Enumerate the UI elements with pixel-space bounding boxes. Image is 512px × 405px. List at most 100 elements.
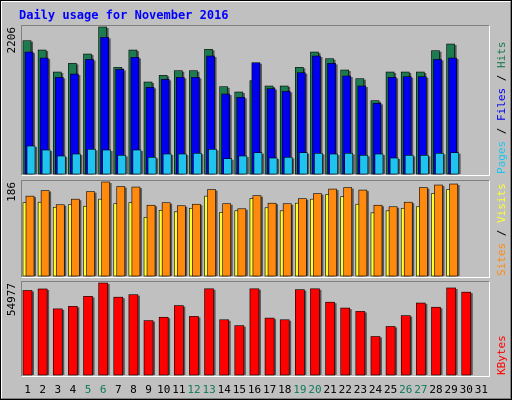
bar-sites-day-5 [86, 191, 95, 277]
bar-kbytes-day-19 [295, 289, 305, 376]
bar-sites-day-3 [55, 204, 65, 277]
x-tick-label-18: 18 [278, 383, 291, 396]
side-legend-part: Sites [495, 243, 508, 276]
bar-sites-day-18 [282, 203, 292, 277]
panels-layer: 2206 Pages / Files / Hits 186 Sites / Visit… [5, 25, 508, 377]
frame-shadow [1, 1, 511, 399]
bar-sites-day-21 [328, 188, 337, 277]
bar-kbytes-day-29 [446, 287, 456, 376]
panel-visitors: 186 Sites / Visits [5, 180, 508, 278]
bar-sites-day-8 [131, 186, 141, 277]
bar-sites-day-24 [373, 204, 383, 277]
bar-sites-day-29 [449, 183, 458, 277]
x-tick-label-5: 5 [85, 383, 92, 396]
panel-highlight-edge [21, 25, 490, 176]
y-max-label: 54977 [5, 283, 18, 316]
bar-pages-day-5 [87, 149, 96, 175]
side-legend-part: / [495, 121, 508, 141]
side-legend-part: Hits [495, 42, 508, 69]
bar-kbytes-day-5 [83, 296, 93, 376]
chart-title: Daily usage for November 2016 [19, 8, 229, 22]
bar-pages-day-3 [56, 155, 66, 175]
x-tick-label-17: 17 [263, 383, 276, 396]
bar-kbytes-day-2 [37, 288, 48, 376]
bar-kbytes-day-12 [189, 316, 199, 376]
bar-sites-day-1 [25, 195, 35, 277]
bar-sites-day-19 [298, 198, 307, 277]
bar-kbytes-day-16 [249, 288, 260, 376]
bar-kbytes-day-3 [52, 308, 63, 376]
x-axis-labels: 1 2 3 4 5 6 7 8 9 10 11 12 13 14 15 16 17 18 19 20 21 22 23 24 2… [24, 383, 488, 396]
bar-sites-day-4 [71, 198, 80, 277]
bar-kbytes-day-30 [461, 291, 472, 376]
bar-sites-day-10 [161, 202, 171, 277]
x-tick-label-3: 3 [55, 383, 62, 396]
bar-kbytes-day-4 [68, 306, 78, 376]
bar-pages-day-28 [435, 153, 444, 175]
bar-kbytes-day-8 [128, 294, 139, 376]
bar-sites-day-15 [237, 208, 247, 277]
bar-kbytes-day-13 [204, 288, 214, 376]
x-tick-label-30: 30 [460, 383, 473, 396]
bar-kbytes-day-18 [279, 319, 290, 376]
bar-pages-day-21 [329, 153, 338, 175]
bar-kbytes-day-21 [325, 301, 335, 376]
side-legend-label: Pages / Files / Hits [495, 42, 508, 175]
x-tick-label-24: 24 [369, 383, 383, 396]
bar-pages-day-22 [344, 153, 354, 175]
side-legend-part: Pages [495, 141, 508, 174]
bar-pages-day-15 [238, 155, 248, 175]
bar-pages-day-7 [117, 155, 127, 175]
x-tick-label-11: 11 [172, 383, 185, 396]
x-tick-label-27: 27 [414, 383, 427, 396]
panel-kbytes: 54977 KBytes [5, 281, 508, 377]
bar-pages-day-26 [404, 155, 414, 175]
x-tick-label-26: 26 [399, 383, 412, 396]
x-tick-label-28: 28 [429, 383, 442, 396]
bar-pages-day-19 [299, 152, 308, 175]
panel-shadow-edge [21, 180, 490, 278]
bar-kbytes-day-7 [113, 296, 124, 376]
x-tick-label-1: 1 [24, 383, 31, 396]
x-tick-label-22: 22 [339, 383, 352, 396]
bar-kbytes-day-25 [385, 326, 396, 376]
bar-sites-day-13 [207, 189, 216, 277]
side-legend-label: KBytes [495, 335, 508, 375]
x-tick-label-9: 9 [145, 383, 152, 396]
side-legend-part: KBytes [495, 335, 508, 375]
bar-kbytes-day-27 [416, 302, 426, 376]
bar-kbytes-day-23 [355, 311, 366, 376]
bar-sites-day-20 [313, 193, 322, 277]
x-tick-label-7: 7 [115, 383, 122, 396]
bar-pages-day-27 [420, 155, 429, 175]
x-tick-label-8: 8 [130, 383, 137, 396]
x-tick-label-13: 13 [202, 383, 215, 396]
panel-shadow-edge [21, 281, 490, 377]
x-tick-label-19: 19 [293, 383, 306, 396]
bar-sites-day-17 [267, 202, 277, 277]
bar-pages-day-25 [389, 157, 399, 175]
x-tick-label-2: 2 [39, 383, 46, 396]
bar-kbytes-day-9 [143, 320, 154, 376]
side-legend-part: Files [495, 88, 508, 121]
bar-sites-day-14 [222, 203, 231, 277]
bar-pages-day-20 [314, 153, 323, 175]
bar-pages-day-6 [102, 149, 111, 175]
bar-pages-day-4 [72, 153, 81, 175]
bar-sites-day-2 [40, 190, 50, 277]
x-tick-label-4: 4 [70, 383, 77, 396]
x-tick-label-25: 25 [384, 383, 397, 396]
bar-pages-day-18 [283, 157, 293, 175]
bar-sites-day-23 [358, 189, 368, 277]
bar-pages-day-9 [147, 157, 157, 175]
bar-kbytes-day-26 [400, 315, 411, 376]
bar-kbytes-day-17 [264, 317, 275, 376]
x-tick-label-31: 31 [475, 383, 488, 396]
bar-pages-day-23 [359, 155, 369, 175]
side-legend-part: / [495, 223, 508, 243]
frame-highlight [1, 1, 511, 399]
bar-pages-day-14 [223, 158, 232, 175]
bar-pages-day-2 [41, 149, 51, 175]
